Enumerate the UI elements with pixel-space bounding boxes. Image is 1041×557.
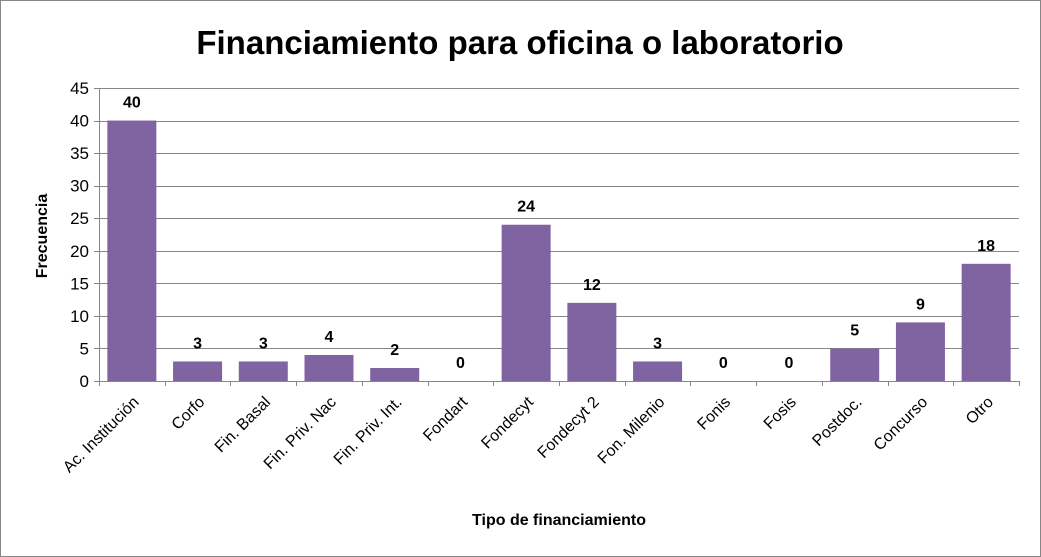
category-label: Fin. Basal (212, 394, 274, 456)
category-label: Postdoc. (809, 394, 865, 450)
y-tick-label: 30 (70, 177, 89, 196)
bars (107, 120, 1011, 382)
category-label: Corfo (169, 394, 209, 434)
y-tick-label: 45 (70, 79, 89, 98)
data-label: 40 (123, 95, 141, 112)
category-label: Fonis (694, 394, 734, 434)
bar (567, 302, 617, 381)
data-label: 3 (259, 335, 268, 352)
axes (99, 88, 1020, 386)
y-tick-label: 5 (80, 339, 89, 358)
category-label: Fin. Priv. Int. (331, 394, 406, 469)
y-tick-label: 15 (70, 274, 89, 293)
bar (370, 367, 420, 381)
y-axis-ticks: 0 5 10 15 20 25 30 35 40 45 (70, 79, 99, 391)
gridlines (99, 88, 1019, 349)
y-tick-label: 10 (70, 307, 89, 326)
y-tick-label: 0 (80, 372, 89, 391)
y-tick-label: 20 (70, 242, 89, 261)
bar (173, 361, 223, 381)
y-axis-title: Frecuencia (34, 194, 51, 279)
bar (633, 361, 683, 381)
category-label: Fon. Milenio (595, 394, 669, 468)
bar (961, 263, 1011, 381)
bar (238, 361, 288, 381)
bar (501, 224, 551, 381)
data-label: 12 (583, 277, 601, 294)
bar (830, 348, 880, 381)
data-label: 4 (325, 329, 334, 346)
category-label: Otro (963, 394, 997, 428)
data-label: 3 (653, 335, 662, 352)
data-label: 0 (785, 355, 794, 372)
category-label: Fondart (420, 393, 471, 444)
data-labels: 40 3 3 4 2 0 24 12 3 0 0 5 9 18 (123, 95, 995, 372)
y-tick-label: 35 (70, 144, 89, 163)
y-tick-label: 40 (70, 112, 89, 131)
category-labels: Ac. Institución Corfo Fin. Basal Fin. Priv.… (60, 393, 997, 476)
data-label: 9 (916, 296, 925, 313)
data-label: 2 (390, 342, 399, 359)
y-tick-label: 25 (70, 209, 89, 228)
chart-title: Financiamiento para oficina o laboratori… (196, 24, 843, 61)
category-label: Fondecyt 2 (535, 394, 603, 462)
data-label: 5 (850, 322, 859, 339)
data-label: 0 (456, 355, 465, 372)
data-label: 18 (977, 238, 995, 255)
bar (895, 322, 945, 381)
bar (107, 120, 157, 382)
bar (304, 354, 354, 381)
category-label: Concurso (871, 394, 932, 455)
data-label: 0 (719, 355, 728, 372)
category-label: Ac. Institución (60, 394, 142, 476)
data-label: 3 (193, 335, 202, 352)
category-label: Fosis (761, 394, 800, 433)
data-label: 24 (517, 199, 535, 216)
category-label: Fondecyt (478, 393, 537, 452)
x-axis-title: Tipo de financiamiento (472, 512, 646, 529)
